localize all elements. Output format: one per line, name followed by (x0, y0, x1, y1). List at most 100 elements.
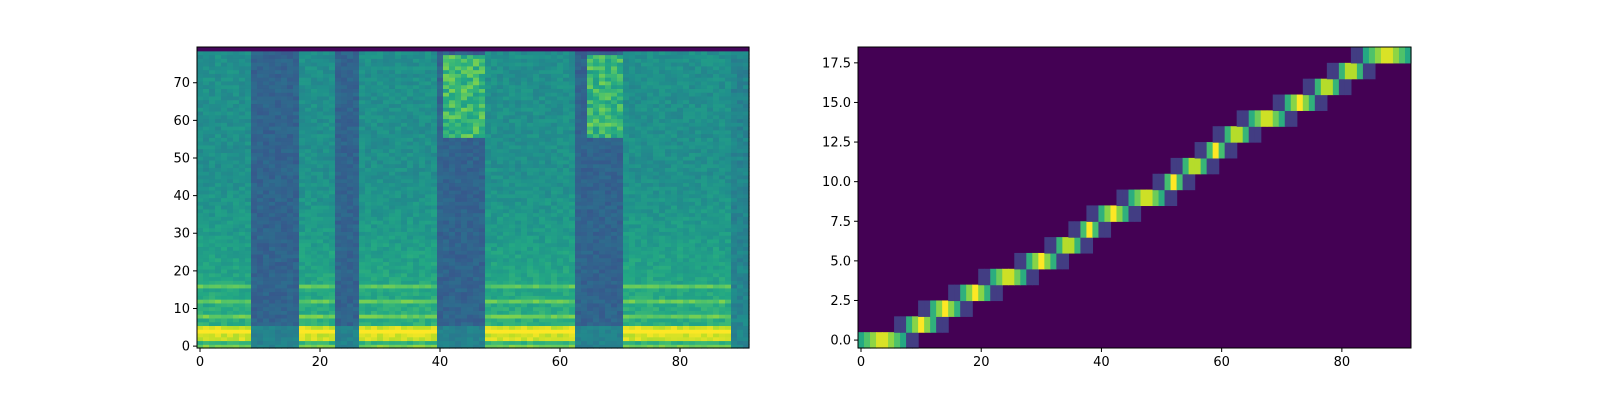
spectrogram-cell (485, 224, 492, 228)
spectrogram-cell (461, 122, 468, 126)
spectrogram-cell (431, 333, 438, 337)
spectrogram-cell (341, 243, 348, 247)
spectrogram-cell (401, 100, 408, 104)
spectrogram-cell (425, 107, 432, 111)
spectrogram-cell (455, 190, 462, 194)
spectrogram-cell (377, 239, 384, 243)
spectrogram-cell (257, 81, 264, 85)
spectrogram-cell (275, 254, 282, 258)
spectrogram-cell (479, 103, 486, 107)
spectrogram-cell (389, 337, 396, 341)
spectrogram-cell (563, 167, 570, 171)
spectrogram-cell (311, 243, 318, 247)
spectrogram-cell (293, 88, 300, 92)
spectrogram-cell (233, 295, 240, 299)
spectrogram-cell (413, 194, 420, 198)
spectrogram-cell (245, 58, 252, 62)
spectrogram-cell (227, 58, 234, 62)
spectrogram-cell (341, 96, 348, 100)
spectrogram-cell (317, 96, 324, 100)
spectrogram-cell (413, 130, 420, 134)
spectrogram-cell (293, 190, 300, 194)
spectrogram-cell (545, 167, 552, 171)
spectrogram-cell (497, 198, 504, 202)
spectrogram-cell (509, 277, 516, 281)
spectrogram-cell (479, 325, 486, 329)
spectrogram-cell (443, 284, 450, 288)
spectrogram-cell (263, 51, 270, 55)
spectrogram-cell (299, 137, 306, 141)
spectrogram-cell (209, 51, 216, 55)
spectrogram-cell (335, 182, 342, 186)
spectrogram-cell (545, 194, 552, 198)
spectrogram-cell (395, 122, 402, 126)
spectrogram-cell (353, 134, 360, 138)
spectrogram-cell (335, 175, 342, 179)
spectrogram-cell (485, 243, 492, 247)
spectrogram-cell (311, 130, 318, 134)
spectrogram-cell (407, 280, 414, 284)
spectrogram-cell (287, 47, 294, 51)
spectrogram-cell (257, 235, 264, 239)
spectrogram-cell (329, 228, 336, 232)
spectrogram-cell (281, 295, 288, 299)
spectrogram-cell (503, 96, 510, 100)
spectrogram-cell (287, 107, 294, 111)
spectrogram-cell (335, 73, 342, 77)
spectrogram-cell (317, 201, 324, 205)
spectrogram-cell (419, 322, 426, 326)
spectrogram-cell (455, 243, 462, 247)
spectrogram-cell (563, 235, 570, 239)
spectrogram-cell (563, 122, 570, 126)
spectrogram-cell (317, 149, 324, 153)
spectrogram-cell (329, 329, 336, 333)
spectrogram-cell (359, 175, 366, 179)
spectrogram-cell (449, 292, 456, 296)
spectrogram-cell (425, 314, 432, 318)
spectrogram-cell (509, 224, 516, 228)
spectrogram-cell (509, 137, 516, 141)
spectrogram-cell (335, 190, 342, 194)
spectrogram-cell (413, 299, 420, 303)
spectrogram-cell (407, 179, 414, 183)
spectrogram-cell (227, 277, 234, 281)
spectrogram-cell (269, 51, 276, 55)
spectrogram-cell (299, 265, 306, 269)
spectrogram-cell (395, 186, 402, 190)
spectrogram-cell (215, 216, 222, 220)
spectrogram-cell (467, 284, 474, 288)
spectrogram-cell (335, 209, 342, 213)
spectrogram-cell (245, 277, 252, 281)
spectrogram-cell (257, 156, 264, 160)
spectrogram-cell (341, 333, 348, 337)
spectrogram-cell (365, 137, 372, 141)
spectrogram-cell (209, 88, 216, 92)
spectrogram-cell (503, 284, 510, 288)
spectrogram-cell (425, 235, 432, 239)
spectrogram-cell (407, 47, 414, 51)
spectrogram-cell (365, 111, 372, 115)
spectrogram-cell (329, 55, 336, 59)
spectrogram-cell (269, 81, 276, 85)
spectrogram-cell (239, 182, 246, 186)
spectrogram-cell (287, 261, 294, 265)
spectrogram-cell (503, 213, 510, 217)
spectrogram-cell (233, 209, 240, 213)
spectrogram-cell (353, 310, 360, 314)
spectrogram-cell (479, 81, 486, 85)
spectrogram-cell (545, 149, 552, 153)
spectrogram-cell (473, 126, 480, 130)
spectrogram-cell (407, 213, 414, 217)
spectrogram-cell (407, 333, 414, 337)
spectrogram-cell (371, 103, 378, 107)
spectrogram-cell (521, 111, 528, 115)
spectrogram-cell (203, 126, 210, 130)
spectrogram-cell (491, 149, 498, 153)
spectrogram-cell (383, 303, 390, 307)
spectrogram-cell (257, 246, 264, 250)
spectrogram-cell (233, 261, 240, 265)
spectrogram-cell (491, 88, 498, 92)
spectrogram-cell (557, 149, 564, 153)
spectrogram-cell (269, 220, 276, 224)
spectrogram-cell (311, 205, 318, 209)
